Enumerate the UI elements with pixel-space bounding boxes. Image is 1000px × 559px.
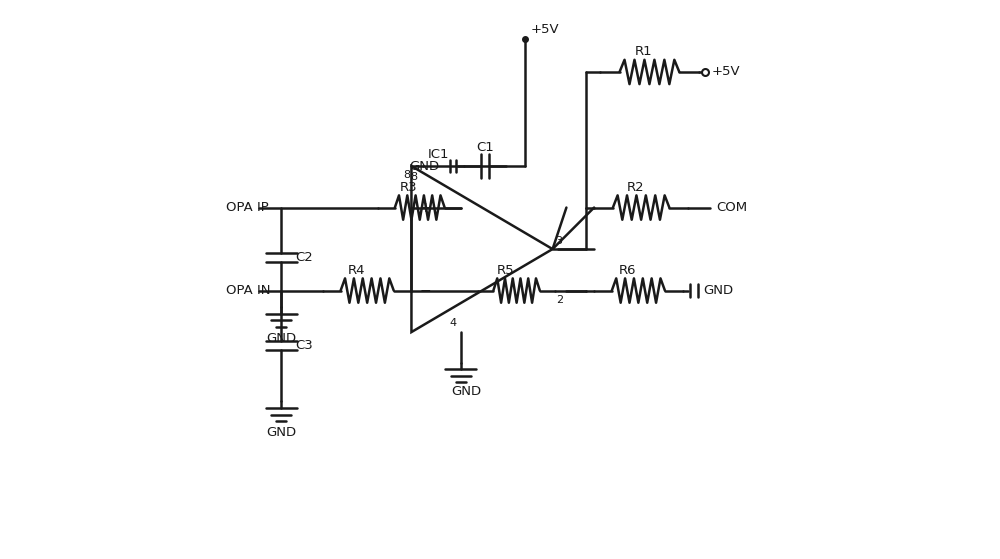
- Text: +: +: [419, 201, 431, 215]
- Text: R1: R1: [635, 45, 653, 58]
- Text: 8: 8: [403, 170, 410, 181]
- Text: R6: R6: [619, 264, 636, 277]
- Text: COM: COM: [716, 201, 747, 214]
- Text: R4: R4: [347, 264, 365, 277]
- Text: GND: GND: [266, 332, 296, 345]
- Text: R3: R3: [400, 181, 417, 194]
- Text: GND: GND: [266, 426, 296, 439]
- Text: C3: C3: [295, 339, 313, 352]
- Text: R2: R2: [627, 181, 644, 194]
- Text: GND: GND: [409, 159, 439, 173]
- Text: R5: R5: [497, 264, 514, 277]
- Text: 4: 4: [449, 318, 456, 328]
- Text: C2: C2: [295, 251, 313, 264]
- Text: 2: 2: [557, 295, 564, 305]
- Text: OPA IP: OPA IP: [226, 201, 269, 214]
- Text: C1: C1: [476, 141, 494, 154]
- Text: −: −: [419, 283, 431, 297]
- Text: +5V: +5V: [711, 65, 740, 78]
- Text: 3: 3: [555, 236, 562, 247]
- Text: GND: GND: [451, 385, 481, 397]
- Text: OPA IN: OPA IN: [226, 284, 271, 297]
- Text: IC1: IC1: [428, 148, 450, 160]
- Text: 8: 8: [410, 172, 417, 182]
- Text: +5V: +5V: [530, 23, 559, 36]
- Text: GND: GND: [704, 284, 734, 297]
